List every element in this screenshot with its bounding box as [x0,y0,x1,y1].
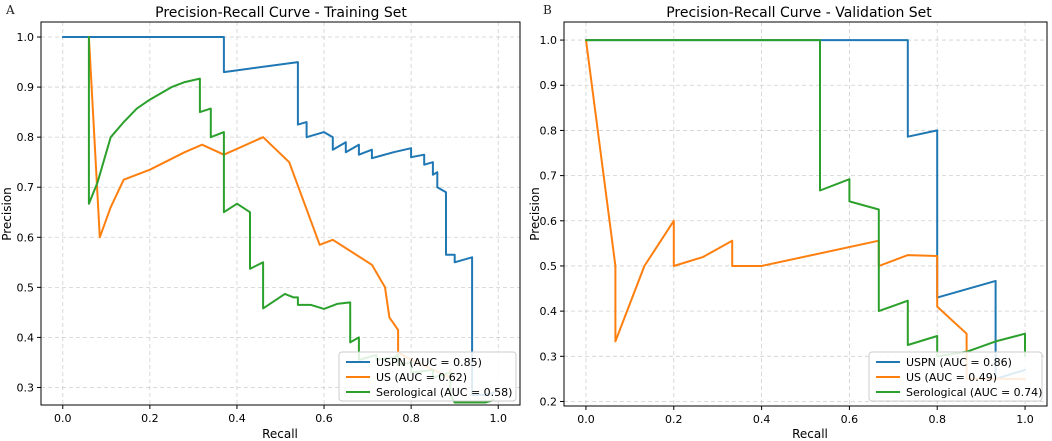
x-tick-label: 1.0 [489,412,507,425]
x-tick-label: 0.2 [141,412,159,425]
x-tick-label: 0.2 [665,413,683,426]
grid-lines [41,22,520,405]
chart-title: Precision-Recall Curve - Training Set [155,5,407,21]
legend-label-uspn: USPN (AUC = 0.85) [376,356,482,369]
y-axis-label: Precision [528,187,542,241]
y-tick-label: 0.3 [17,381,35,394]
panel-label-a: A [6,3,15,17]
y-tick-label: 1.0 [17,31,35,44]
x-tick-label: 0.6 [315,412,333,425]
y-tick-label: 0.9 [17,81,35,94]
pr-curves [61,36,495,404]
y-tick-label: 0.7 [17,181,35,194]
y-tick-label: 0.7 [540,170,558,183]
legend-box [338,351,517,402]
x-tick-label: 0.4 [753,413,771,426]
x-tick-label: 0.0 [54,412,72,425]
y-tick-label: 0.8 [540,124,558,137]
x-tick-label: 0.6 [841,413,859,426]
y-tick-label: 0.6 [540,215,558,228]
legend-label-uspn: USPN (AUC = 0.86) [906,356,1012,369]
plot-frame [40,21,521,406]
y-tick-label: 0.3 [540,350,558,363]
series-line-us [585,39,1026,380]
x-axis-label: Recall [792,427,828,441]
legend-label-serological: Serological (AUC = 0.74) [906,386,1042,399]
y-tick-label: 0.5 [540,260,558,273]
legend-label-us: US (AUC = 0.62) [376,371,467,384]
pr-curves [585,39,1026,380]
x-tick-label: 0.8 [928,413,946,426]
series-line-uspn [61,36,495,396]
x-axis-label: Recall [262,427,298,441]
y-axis-label: Precision [0,187,14,241]
series-line-us [87,36,452,379]
series-line-serological [585,39,1026,358]
y-tick-label: 0.4 [17,331,35,344]
y-tick-label: 0.5 [17,281,35,294]
panel-training: Precision-Recall Curve - Training Set 0.… [0,5,521,441]
plot-frame [563,21,1048,407]
legend-label-us: US (AUC = 0.49) [906,371,997,384]
panel-validation: Precision-Recall Curve - Validation Set … [528,5,1048,441]
y-tick-label: 0.4 [540,305,558,318]
x-tick-label: 0.4 [228,412,246,425]
x-tick-label: 1.0 [1016,413,1034,426]
y-tick-label: 0.2 [540,395,558,408]
x-tick-label: 0.0 [577,413,595,426]
axis-ticks: 0.0 0.2 0.4 0.6 0.8 1.0 0.2 0.3 0.4 0.5 0.6 0.7 0.8 0… [540,34,1034,426]
axis-ticks: 0.0 0.2 0.4 0.6 0.8 1.0 0.3 0.4 0.5 0.6 0.7 0.8 0.9 1… [17,31,507,425]
y-tick-label: 0.8 [17,131,35,144]
legend: USPN (AUC = 0.85) US (AUC = 0.62) Serolo… [338,351,517,402]
chart-title: Precision-Recall Curve - Validation Set [666,5,932,21]
y-tick-label: 1.0 [540,34,558,47]
legend: USPN (AUC = 0.86) US (AUC = 0.49) Serolo… [868,351,1043,402]
y-tick-label: 0.9 [540,79,558,92]
legend-label-serological: Serological (AUC = 0.58) [376,386,512,399]
x-tick-label: 0.8 [402,412,420,425]
panel-label-b: B [543,3,552,17]
y-tick-label: 0.6 [17,231,35,244]
legend-box [868,351,1043,402]
